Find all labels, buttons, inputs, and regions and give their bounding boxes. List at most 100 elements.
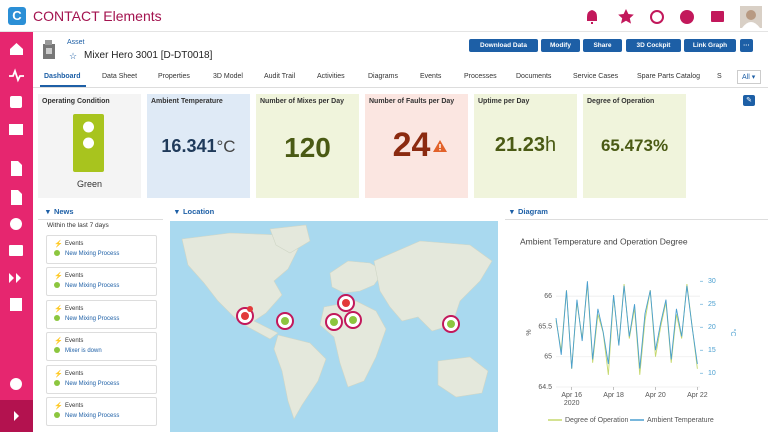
image-icon[interactable]	[711, 11, 724, 22]
tasks-icon[interactable]	[10, 96, 22, 108]
parts-icon[interactable]	[10, 218, 22, 230]
y-axis-title: %	[526, 329, 533, 335]
action-button[interactable]: Download Data	[469, 39, 538, 52]
building-icon[interactable]	[10, 298, 22, 311]
news-item[interactable]: ⚡ Events New Mixing Process	[46, 235, 157, 264]
legend-label: Ambient Temperature	[647, 417, 714, 424]
y-tick-label: 65.5	[538, 323, 552, 330]
asset-icon	[43, 40, 55, 59]
header-icons	[587, 6, 762, 28]
tab-filter[interactable]: All ▾	[737, 70, 761, 84]
news-type: Events	[65, 338, 84, 345]
tab[interactable]: Activities	[317, 73, 345, 80]
kpi-title: Operating Condition	[42, 98, 110, 105]
y2-tick-label: 20	[708, 324, 716, 331]
news-link-icon	[54, 282, 60, 289]
news-link[interactable]: New Mixing Process	[65, 380, 120, 387]
news-link[interactable]: Mixer is down	[65, 348, 102, 355]
activity-icon[interactable]	[9, 68, 24, 83]
section-header[interactable]: ▾ Diagram	[510, 207, 548, 216]
action-button[interactable]: 3D Cockpit	[626, 39, 681, 52]
y-tick-label: 66	[544, 293, 552, 300]
kpi-value: Green	[76, 179, 102, 189]
news-item[interactable]: ⚡ Events New Mixing Process	[46, 267, 157, 297]
tab[interactable]: Diagrams	[368, 73, 398, 80]
news-link[interactable]: New Mixing Process	[65, 251, 120, 257]
action-button[interactable]: Share	[583, 39, 622, 52]
files-icon[interactable]	[11, 190, 22, 205]
news-icon: ⚡	[54, 241, 63, 248]
star-icon[interactable]	[618, 9, 634, 24]
home-icon[interactable]	[10, 43, 23, 55]
news-link-icon	[54, 250, 60, 256]
document-icon[interactable]	[11, 161, 22, 176]
x-tick-label: Apr 16	[561, 392, 582, 399]
settings-icon[interactable]	[10, 378, 22, 390]
action-button[interactable]: Modify	[541, 39, 580, 52]
y2-tick-label: 10	[708, 370, 716, 377]
kpi-card: Ambient Temperature 16.341°C	[147, 94, 250, 198]
kpi-unit: h	[544, 134, 557, 156]
news-subtitle: Within the last 7 days	[47, 222, 109, 229]
news-type: Events	[65, 273, 84, 280]
y2-tick-label: 25	[708, 301, 716, 308]
continents	[181, 224, 493, 420]
kpi-card: Operating Condition Green	[38, 94, 141, 198]
news-icon: ⚡	[54, 273, 63, 281]
tab[interactable]: Processes	[464, 73, 497, 80]
history-icon[interactable]	[650, 10, 664, 24]
section-header[interactable]: ▾ News	[46, 207, 74, 216]
more-button[interactable]: ···	[740, 39, 753, 52]
news-type: Events	[65, 305, 84, 312]
section-header[interactable]: ▾ Location	[175, 207, 215, 216]
tab-filter-label: All	[742, 74, 750, 81]
table-icon[interactable]	[9, 124, 23, 135]
tab[interactable]: Spare Parts Catalog	[637, 73, 701, 80]
monitor-icon[interactable]	[9, 245, 23, 256]
x-tick-year: 2020	[564, 400, 580, 407]
kpi-value: 120	[284, 132, 331, 163]
action-button[interactable]: Link Graph	[684, 39, 736, 52]
favorite-star[interactable]: ☆	[69, 51, 78, 61]
tab-divider	[33, 87, 768, 88]
kpi-value: 24	[392, 126, 431, 164]
warning-icon	[433, 140, 447, 152]
logo[interactable]: C	[8, 7, 26, 25]
news-link[interactable]: New Mixing Process	[65, 315, 120, 322]
news-type: Events	[65, 403, 84, 409]
news-item[interactable]: ⚡ Events New Mixing Process	[46, 397, 157, 426]
tab[interactable]: Documents	[516, 73, 552, 80]
bell-icon[interactable]	[587, 10, 597, 24]
tab[interactable]: S	[717, 73, 722, 80]
tab[interactable]: Data Sheet	[102, 73, 138, 80]
news-link[interactable]: New Mixing Process	[65, 413, 120, 419]
asset-type[interactable]: Asset	[67, 39, 85, 46]
kpi-unit: °C	[216, 137, 236, 156]
y-tick-label: 64.5	[538, 384, 552, 391]
map[interactable]	[170, 221, 498, 432]
edit-button[interactable]: ✎	[743, 95, 755, 106]
tab[interactable]: 3D Model	[213, 73, 243, 80]
tab[interactable]: Properties	[158, 73, 190, 80]
forward-icon[interactable]	[9, 273, 21, 283]
y2-tick-label: 15	[708, 347, 716, 354]
tab[interactable]: Dashboard	[44, 73, 81, 80]
kpi-value: 65.473	[600, 136, 653, 155]
kpi-card: Uptime per Day 21.23h	[474, 94, 577, 198]
chart: Ambient Temperature and Operation Degree…	[520, 236, 737, 424]
legend-label: Degree of Operation	[565, 417, 629, 424]
news-item[interactable]: ⚡ Events New Mixing Process	[46, 364, 157, 394]
x-tick-label: Apr 20	[645, 392, 666, 399]
news-item[interactable]: ⚡ Events Mixer is down	[46, 332, 157, 362]
news-link-icon	[54, 347, 60, 354]
kpi-title: Uptime per Day	[478, 98, 530, 105]
news-link[interactable]: New Mixing Process	[65, 283, 120, 290]
tab[interactable]: Events	[420, 73, 442, 80]
news-item[interactable]: ⚡ Events New Mixing Process	[46, 299, 157, 329]
tab[interactable]: Service Cases	[573, 73, 619, 80]
news-link-icon	[54, 314, 60, 321]
kpi-value: 21.23	[494, 134, 545, 156]
tab[interactable]: Audit Trail	[264, 73, 296, 80]
info-icon[interactable]	[680, 10, 694, 24]
